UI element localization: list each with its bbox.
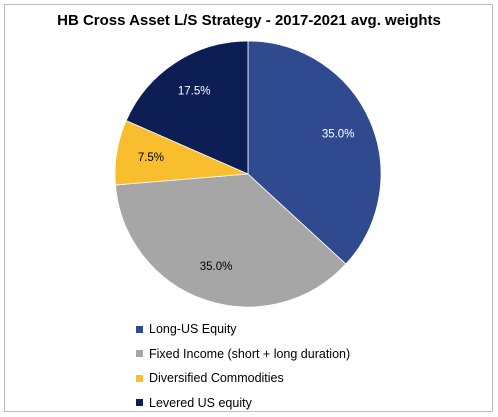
- chart-title: HB Cross Asset L/S Strategy - 2017-2021 …: [57, 12, 441, 29]
- pie-slice-levered-us-equity: [125, 40, 249, 175]
- legend-item-fixed-income: Fixed Income (short + long duration): [136, 342, 350, 367]
- legend-swatch-diversified-commodities: [136, 374, 143, 382]
- legend-label-long-us-equity: Long-US Equity: [149, 322, 237, 337]
- slice-label-levered-us-equity: 17.5%: [178, 86, 211, 98]
- legend-swatch-long-us-equity: [136, 325, 143, 333]
- legend-swatch-levered-us-equity: [136, 399, 143, 407]
- legend: Long-US Equity Fixed Income (short + lon…: [136, 317, 350, 415]
- slice-label-long-us-equity: 35.0%: [322, 128, 355, 140]
- legend-item-levered-us-equity: Levered US equity: [136, 391, 350, 416]
- pie-slice-fixed-income: [115, 173, 347, 308]
- pie-slice-long-us-equity: [247, 40, 382, 265]
- legend-label-fixed-income: Fixed Income (short + long duration): [149, 346, 351, 361]
- legend-item-long-us-equity: Long-US Equity: [136, 317, 350, 342]
- legend-label-levered-us-equity: Levered US equity: [149, 395, 252, 410]
- slice-label-fixed-income: 35.0%: [200, 261, 233, 273]
- legend-label-diversified-commodities: Diversified Commodities: [149, 371, 284, 386]
- slice-label-diversified-commodities: 7.5%: [138, 152, 164, 164]
- legend-item-diversified-commodities: Diversified Commodities: [136, 366, 350, 391]
- legend-swatch-fixed-income: [136, 350, 143, 358]
